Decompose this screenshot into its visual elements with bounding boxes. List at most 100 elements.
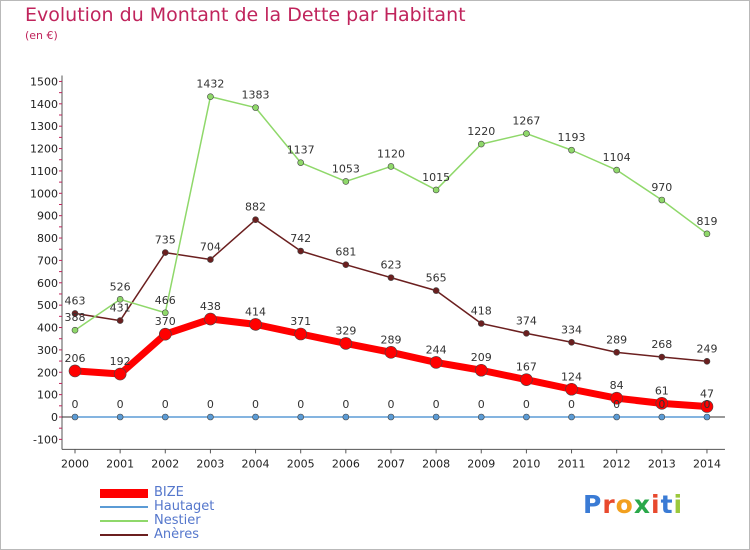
data-label-bize: 47 — [700, 387, 714, 400]
data-point-aneres — [658, 353, 666, 361]
data-label-nestier: 526 — [110, 280, 131, 293]
data-point-bize — [294, 327, 308, 341]
data-point-nestier — [387, 163, 395, 170]
data-point-hautaget — [703, 413, 711, 421]
x-tick-label: 2008 — [422, 457, 450, 470]
x-tick-label: 2010 — [512, 457, 540, 470]
x-tick-label: 2000 — [61, 457, 89, 470]
data-label-bize: 289 — [380, 333, 401, 346]
unit-label: (en €) — [25, 29, 58, 42]
data-point-hautaget — [252, 413, 259, 421]
x-tick-label: 2007 — [377, 457, 405, 470]
x-tick-label: 2011 — [558, 457, 586, 470]
legend: BIZE Hautaget Nestier Anères — [100, 486, 214, 542]
data-label-aneres: 334 — [561, 323, 582, 336]
data-point-nestier — [432, 186, 440, 194]
data-point-hautaget — [207, 413, 214, 421]
data-label-aneres: 704 — [200, 241, 221, 254]
data-label-bize: 206 — [65, 352, 86, 365]
data-label-bize: 209 — [471, 351, 492, 364]
proxiti-logo: Proxiti — [583, 490, 684, 519]
data-point-nestier — [71, 326, 79, 334]
legend-item-hautaget: Hautaget — [100, 500, 214, 514]
data-point-nestier — [523, 130, 530, 137]
data-point-bize — [610, 391, 623, 405]
data-label-nestier: 1104 — [603, 151, 631, 164]
data-label-hautaget: 0 — [72, 398, 79, 411]
data-label-aneres: 742 — [290, 232, 311, 245]
data-label-bize: 370 — [155, 315, 176, 328]
data-label-bize: 329 — [335, 324, 356, 337]
data-label-hautaget: 0 — [297, 398, 304, 411]
data-point-bize — [655, 397, 669, 410]
data-label-bize: 61 — [655, 384, 669, 397]
x-tick-label: 2003 — [196, 457, 224, 470]
data-label-aneres: 882 — [245, 201, 266, 214]
data-label-hautaget: 0 — [387, 398, 394, 411]
data-label-hautaget: 0 — [433, 398, 440, 411]
data-label-bize: 192 — [110, 355, 131, 368]
data-point-aneres — [477, 320, 485, 327]
data-label-hautaget: 0 — [207, 398, 214, 411]
data-point-nestier — [568, 146, 575, 154]
data-label-nestier: 1267 — [512, 115, 540, 128]
data-point-nestier — [342, 178, 350, 185]
x-tick-label: 2012 — [603, 457, 631, 470]
data-label-aneres: 565 — [426, 272, 447, 285]
data-point-aneres — [568, 338, 575, 346]
data-label-nestier: 1193 — [558, 131, 586, 144]
y-tick-label: 300 — [37, 344, 58, 357]
legend-swatch-nestier — [100, 520, 148, 522]
data-label-nestier: 1220 — [467, 125, 495, 138]
y-tick-label: 600 — [37, 277, 58, 290]
chart-title: Evolution du Montant de la Dette par Hab… — [25, 4, 466, 26]
data-label-aneres: 374 — [516, 314, 537, 327]
data-label-aneres: 623 — [380, 259, 401, 272]
data-point-bize — [113, 367, 127, 381]
data-point-hautaget — [161, 413, 169, 421]
x-tick-label: 2006 — [332, 457, 360, 470]
data-label-hautaget: 0 — [342, 398, 349, 411]
data-label-bize: 438 — [200, 300, 221, 313]
data-label-nestier: 970 — [651, 181, 672, 194]
data-point-aneres — [432, 287, 440, 294]
y-tick-label: 1500 — [30, 75, 58, 88]
y-tick-label: -100 — [33, 433, 58, 446]
data-point-bize — [339, 337, 353, 350]
data-label-hautaget: 0 — [658, 398, 665, 411]
data-point-aneres — [116, 317, 124, 324]
data-label-nestier: 1383 — [242, 89, 270, 102]
y-tick-label: 1200 — [30, 143, 58, 156]
data-label-aneres: 418 — [471, 304, 492, 317]
x-tick-label: 2005 — [287, 457, 315, 470]
data-point-aneres — [342, 261, 350, 268]
y-tick-label: 1400 — [30, 98, 58, 111]
y-tick-label: 400 — [37, 322, 58, 335]
data-point-aneres — [161, 249, 169, 256]
data-label-aneres: 681 — [335, 246, 356, 259]
data-label-nestier: 466 — [155, 294, 176, 307]
data-point-hautaget — [477, 413, 485, 421]
data-point-bize — [249, 318, 262, 331]
data-point-nestier — [116, 296, 124, 303]
y-tick-label: 0 — [51, 411, 58, 424]
data-label-aneres: 268 — [651, 338, 672, 351]
x-tick-label: 2001 — [106, 457, 134, 470]
data-point-nestier — [207, 93, 214, 100]
data-point-hautaget — [613, 413, 620, 421]
y-tick-label: 100 — [37, 389, 58, 402]
data-label-aneres: 463 — [65, 294, 86, 307]
data-label-nestier: 1053 — [332, 162, 360, 175]
data-point-aneres — [523, 330, 530, 337]
data-point-aneres — [703, 357, 711, 365]
data-label-aneres: 431 — [110, 302, 131, 315]
data-point-bize — [158, 327, 172, 341]
legend-swatch-bize — [100, 488, 148, 498]
data-label-hautaget: 0 — [568, 398, 575, 411]
x-tick-label: 2004 — [242, 457, 270, 470]
data-point-nestier — [613, 166, 620, 174]
x-tick-label: 2009 — [467, 457, 495, 470]
data-point-nestier — [297, 159, 305, 166]
